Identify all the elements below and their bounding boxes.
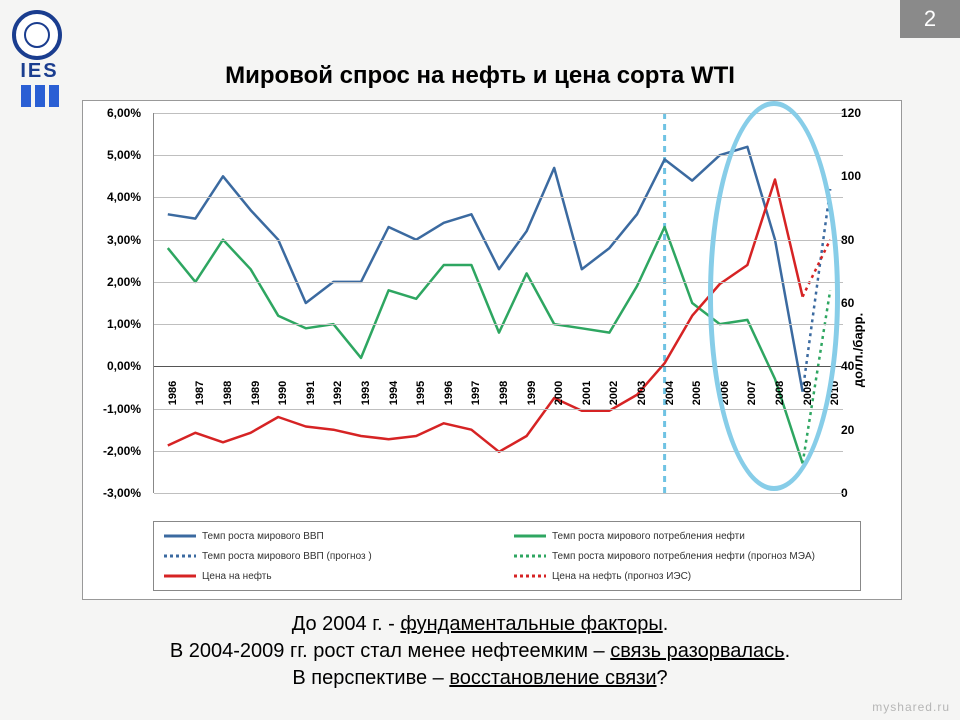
- x-tick: 2002: [608, 381, 620, 405]
- y-left-tick: 6,00%: [107, 106, 141, 120]
- plot-area: [153, 113, 843, 493]
- x-axis-labels: 1986 1987 1988 1989 1990 1991 1992 1993 1994 1995…: [153, 373, 843, 423]
- x-tick: 1986: [167, 381, 179, 405]
- y-right-tick: 120: [841, 106, 861, 120]
- x-tick: 1998: [498, 381, 510, 405]
- legend-item: Темп роста мирового ВВП (прогноз ): [164, 550, 500, 562]
- y-left-tick: -3,00%: [103, 486, 141, 500]
- x-tick: 2008: [774, 381, 786, 405]
- legend-label: Темп роста мирового ВВП (прогноз ): [202, 551, 372, 562]
- x-tick: 2004: [664, 381, 676, 405]
- y-right-tick: 80: [841, 233, 854, 247]
- y-right-tick: 100: [841, 169, 861, 183]
- ies-logo: IES: [12, 10, 67, 107]
- x-tick: 1987: [194, 381, 206, 405]
- legend-item: Цена на нефть: [164, 570, 500, 582]
- x-tick: 1990: [277, 381, 289, 405]
- x-tick: 2003: [636, 381, 648, 405]
- x-tick: 1992: [332, 381, 344, 405]
- watermark: myshared.ru: [872, 700, 950, 714]
- legend-item: Темп роста мирового потребления нефти: [514, 530, 850, 542]
- chart-legend: Темп роста мирового ВВП Темп роста мирово…: [153, 521, 861, 591]
- x-tick: 2005: [691, 381, 703, 405]
- x-tick: 2006: [719, 381, 731, 405]
- x-tick: 1988: [222, 381, 234, 405]
- y-right-axis-title: долл./барр.: [850, 313, 865, 387]
- x-tick: 1993: [360, 381, 372, 405]
- x-tick: 1989: [250, 381, 262, 405]
- y-left-tick: 1,00%: [107, 317, 141, 331]
- legend-label: Темп роста мирового потребления нефти: [552, 531, 745, 542]
- y-left-axis: -3,00%-2,00%-1,00%0,00%1,00%2,00%3,00%4,…: [83, 113, 147, 493]
- x-tick: 1994: [388, 381, 400, 405]
- legend-label: Цена на нефть: [202, 571, 272, 582]
- y-right-tick: 20: [841, 423, 854, 437]
- caption-underline: связь разорвалась: [610, 640, 784, 662]
- chart-lines: [154, 113, 843, 493]
- legend-label: Темп роста мирового ВВП: [202, 531, 324, 542]
- x-tick: 1995: [415, 381, 427, 405]
- y-left-tick: -2,00%: [103, 444, 141, 458]
- x-tick: 1997: [470, 381, 482, 405]
- page-number-badge: 2: [900, 0, 960, 38]
- y-left-tick: 5,00%: [107, 148, 141, 162]
- caption-underline: восстановление связи: [449, 667, 656, 689]
- legend-label: Цена на нефть (прогноз ИЭС): [552, 571, 691, 582]
- x-tick: 2007: [746, 381, 758, 405]
- y-left-tick: 4,00%: [107, 190, 141, 204]
- y-left-tick: 3,00%: [107, 233, 141, 247]
- legend-item: Цена на нефть (прогноз ИЭС): [514, 570, 850, 582]
- x-tick: 2010: [829, 381, 841, 405]
- x-tick: 2001: [581, 381, 593, 405]
- x-tick: 1996: [443, 381, 455, 405]
- y-left-tick: 0,00%: [107, 359, 141, 373]
- x-tick: 1991: [305, 381, 317, 405]
- legend-item: Темп роста мирового ВВП: [164, 530, 500, 542]
- slide-caption: До 2004 г. - фундаментальные факторы.В 2…: [0, 611, 960, 692]
- slide-title: Мировой спрос на нефть и цена сорта WTI: [0, 62, 960, 90]
- y-left-tick: -1,00%: [103, 402, 141, 416]
- legend-item: Темп роста мирового потребления нефти (п…: [514, 550, 850, 562]
- chart-container: -3,00% -2,00% -1,00% 0,00% 1,00% 2,00% 3,00% 4,…: [82, 100, 902, 600]
- legend-label: Темп роста мирового потребления нефти (п…: [552, 551, 815, 562]
- y-right-tick: 60: [841, 296, 854, 310]
- x-tick: 2009: [802, 381, 814, 405]
- caption-underline: фундаментальные факторы: [400, 613, 662, 635]
- x-tick: 1999: [526, 381, 538, 405]
- x-tick: 2000: [553, 381, 565, 405]
- y-left-tick: 2,00%: [107, 275, 141, 289]
